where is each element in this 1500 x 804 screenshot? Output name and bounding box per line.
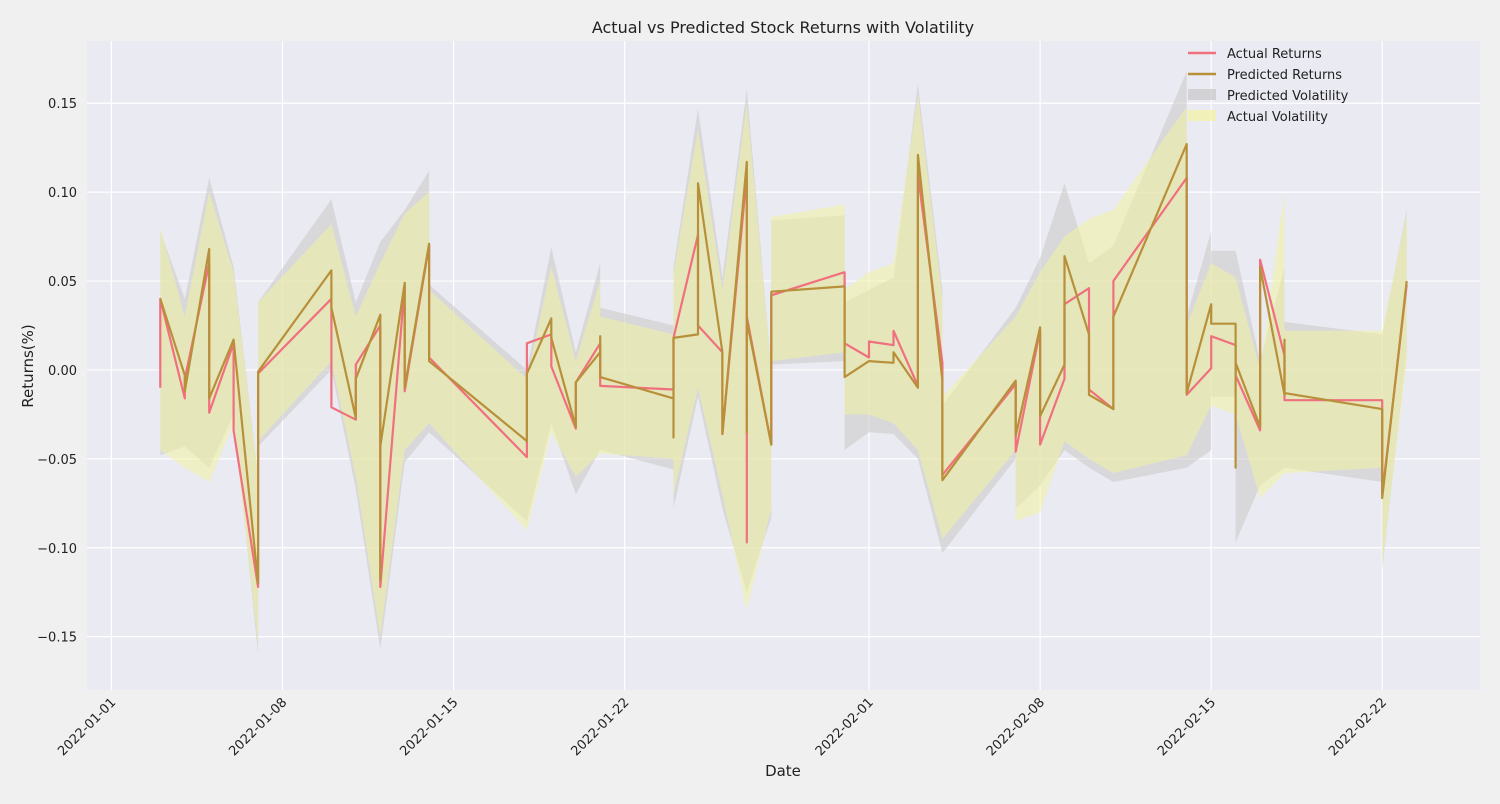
actual-volatility-band xyxy=(160,94,1407,646)
x-axis-label: Date xyxy=(765,762,801,780)
legend: Actual Returns Predicted Returns Predict… xyxy=(1188,47,1349,125)
x-tick-label: 2022-02-08 xyxy=(984,695,1048,759)
y-tick-label: 0.00 xyxy=(48,364,77,379)
x-tick-label: 2022-01-15 xyxy=(397,695,461,759)
y-tick-label: 0.05 xyxy=(48,275,77,290)
x-tick-label: 2022-01-22 xyxy=(568,695,632,759)
y-tick-label: −0.05 xyxy=(37,453,77,468)
return-lines xyxy=(159,143,1408,589)
x-tick-label: 2022-01-01 xyxy=(55,695,119,759)
y-tick-label: 0.10 xyxy=(48,186,77,201)
legend-label-actual-returns: Actual Returns xyxy=(1227,47,1322,62)
y-tick-label: 0.15 xyxy=(48,97,77,112)
legend-label-predicted-returns: Predicted Returns xyxy=(1227,68,1342,83)
legend-label-actual-volatility: Actual Volatility xyxy=(1227,110,1328,125)
x-tick-label: 2022-01-08 xyxy=(226,695,290,759)
legend-label-predicted-volatility: Predicted Volatility xyxy=(1227,89,1349,104)
x-axis-ticks: 2022-01-01 2022-01-08 2022-01-15 2022-01-22… xyxy=(55,695,1390,759)
volatility-bands xyxy=(160,71,1407,655)
predicted-volatility-band xyxy=(160,71,1407,655)
predicted-returns-line xyxy=(159,143,1408,585)
chart-title: Actual vs Predicted Stock Returns with V… xyxy=(592,18,974,37)
legend-swatch-actual-volatility xyxy=(1188,110,1216,121)
legend-swatch-predicted-volatility xyxy=(1188,89,1216,100)
x-tick-label: 2022-02-15 xyxy=(1155,695,1219,759)
x-tick-label: 2022-02-01 xyxy=(813,695,877,759)
y-tick-label: −0.15 xyxy=(37,631,77,646)
y-axis-ticks: 0.15 0.10 0.05 0.00 −0.05 −0.10 −0.15 xyxy=(37,97,77,645)
x-tick-label: 2022-02-22 xyxy=(1326,695,1390,759)
y-tick-label: −0.10 xyxy=(37,542,77,557)
y-axis-label: Returns(%) xyxy=(19,324,37,408)
